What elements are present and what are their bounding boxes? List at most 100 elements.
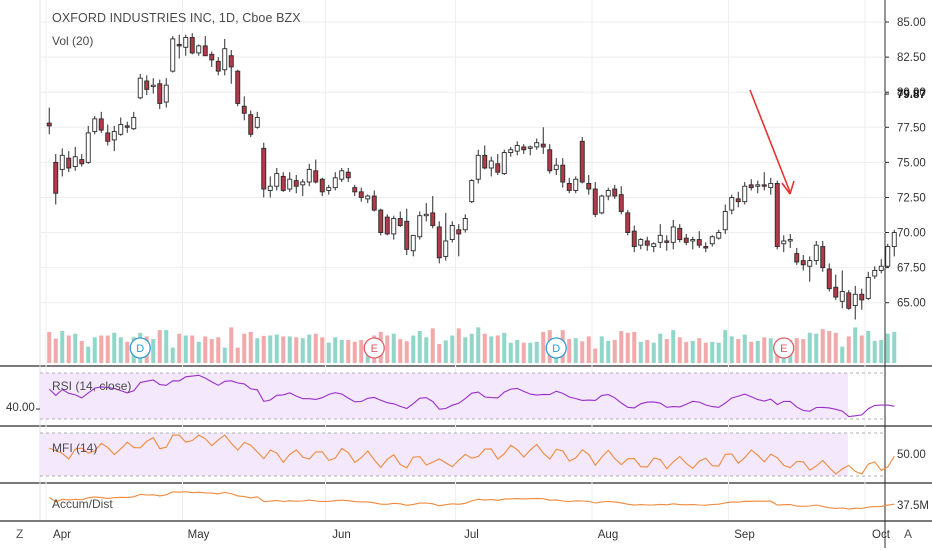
accum-dist-line: [48, 491, 895, 510]
volume-bar: [73, 333, 78, 363]
volume-bar: [528, 342, 533, 363]
event-marker-letter: D: [552, 343, 560, 355]
candle-body: [267, 185, 273, 191]
volume-bar: [268, 335, 273, 363]
event-marker-letter: D: [136, 343, 144, 355]
candle-body: [612, 188, 618, 197]
candle-body: [248, 114, 254, 135]
accum-dist-label: Accum/Dist: [52, 497, 113, 511]
candle-body: [553, 164, 559, 170]
candle-body: [566, 182, 572, 191]
rsi-label: RSI (14, close): [52, 379, 132, 393]
candle-body: [332, 177, 338, 189]
volume-bar: [235, 347, 240, 363]
volume-bar: [112, 332, 117, 363]
volume-bar: [762, 337, 767, 363]
candle-body: [365, 195, 371, 200]
x-tick-label: Jun: [332, 529, 351, 541]
volume-bar: [723, 330, 728, 363]
candle-body: [696, 239, 702, 246]
volume-bar: [333, 337, 338, 363]
auto-scale-button[interactable]: A: [904, 527, 913, 541]
candle-body: [228, 55, 234, 68]
x-tick-label: Apr: [53, 529, 71, 541]
candle-body: [865, 276, 871, 299]
volume-bar: [196, 341, 201, 363]
volume-bar: [508, 342, 513, 363]
candle-body: [59, 154, 65, 170]
x-tick-label: Sep: [734, 529, 754, 541]
candle-body: [521, 146, 527, 151]
candle-body: [631, 230, 637, 248]
volume-bar: [164, 330, 169, 363]
candle-body: [137, 77, 143, 99]
volume-bar: [580, 341, 585, 363]
volume-bar: [495, 335, 500, 363]
candle-body: [254, 117, 260, 128]
candle-body: [664, 240, 670, 243]
volume-bar: [671, 330, 676, 363]
volume-bar: [385, 335, 390, 363]
volume-bar: [294, 337, 299, 363]
candle-body: [274, 173, 280, 187]
volume-bar: [352, 341, 357, 363]
volume-bar: [430, 328, 435, 363]
candle-body: [495, 163, 501, 173]
candle-body: [384, 216, 390, 235]
x-tick-label: Oct: [872, 529, 891, 541]
volume-bar: [853, 327, 858, 363]
candle-body: [683, 237, 689, 243]
candle-body: [573, 178, 579, 191]
volume-label: Vol (20): [52, 34, 94, 48]
ad-level-label: 37.5M: [897, 500, 929, 512]
candle-body: [833, 286, 839, 298]
volume-bar: [437, 344, 442, 363]
volume-bar: [424, 337, 429, 363]
volume-bar: [534, 341, 539, 363]
candle-body: [813, 244, 819, 262]
candle-body: [592, 188, 598, 215]
candle-body: [436, 226, 442, 259]
volume-bar: [885, 333, 890, 363]
volume-bar: [619, 331, 624, 363]
candle-body: [807, 260, 813, 267]
candle-body: [462, 218, 468, 231]
candle-body: [189, 37, 195, 54]
volume-bar: [222, 347, 227, 363]
zoom-toggle-button[interactable]: Z: [16, 527, 24, 541]
volume-bar: [677, 337, 682, 363]
volume-bar: [866, 331, 871, 363]
volume-bar: [827, 331, 832, 363]
candle-body: [709, 236, 715, 245]
candle-body: [339, 170, 345, 180]
candle-body: [53, 161, 59, 194]
volume-bar: [300, 338, 305, 363]
candle-body: [690, 239, 696, 242]
volume-bar: [203, 336, 208, 363]
x-tick-label: May: [188, 529, 210, 541]
volume-bar: [66, 335, 71, 363]
volume-bar: [469, 333, 474, 363]
volume-bar: [417, 331, 422, 363]
volume-bar: [398, 339, 403, 363]
candle-body: [501, 152, 507, 175]
volume-bar: [125, 341, 130, 363]
volume-bar: [92, 337, 97, 363]
candle-body: [287, 178, 293, 190]
candle-body: [820, 246, 826, 269]
volume-bar: [248, 331, 253, 363]
candle-body: [794, 253, 800, 263]
trend-arrow-head: [781, 180, 795, 195]
candle-body: [456, 229, 462, 235]
volume-bar: [541, 331, 546, 363]
candle-body: [781, 240, 787, 245]
earnings-marker: [773, 337, 795, 359]
volume-bar: [697, 338, 702, 363]
volume-bar: [313, 333, 318, 363]
candle-body: [859, 293, 865, 301]
volume-bar: [658, 333, 663, 363]
volume-bar: [170, 347, 175, 363]
volume-bar: [645, 340, 650, 363]
